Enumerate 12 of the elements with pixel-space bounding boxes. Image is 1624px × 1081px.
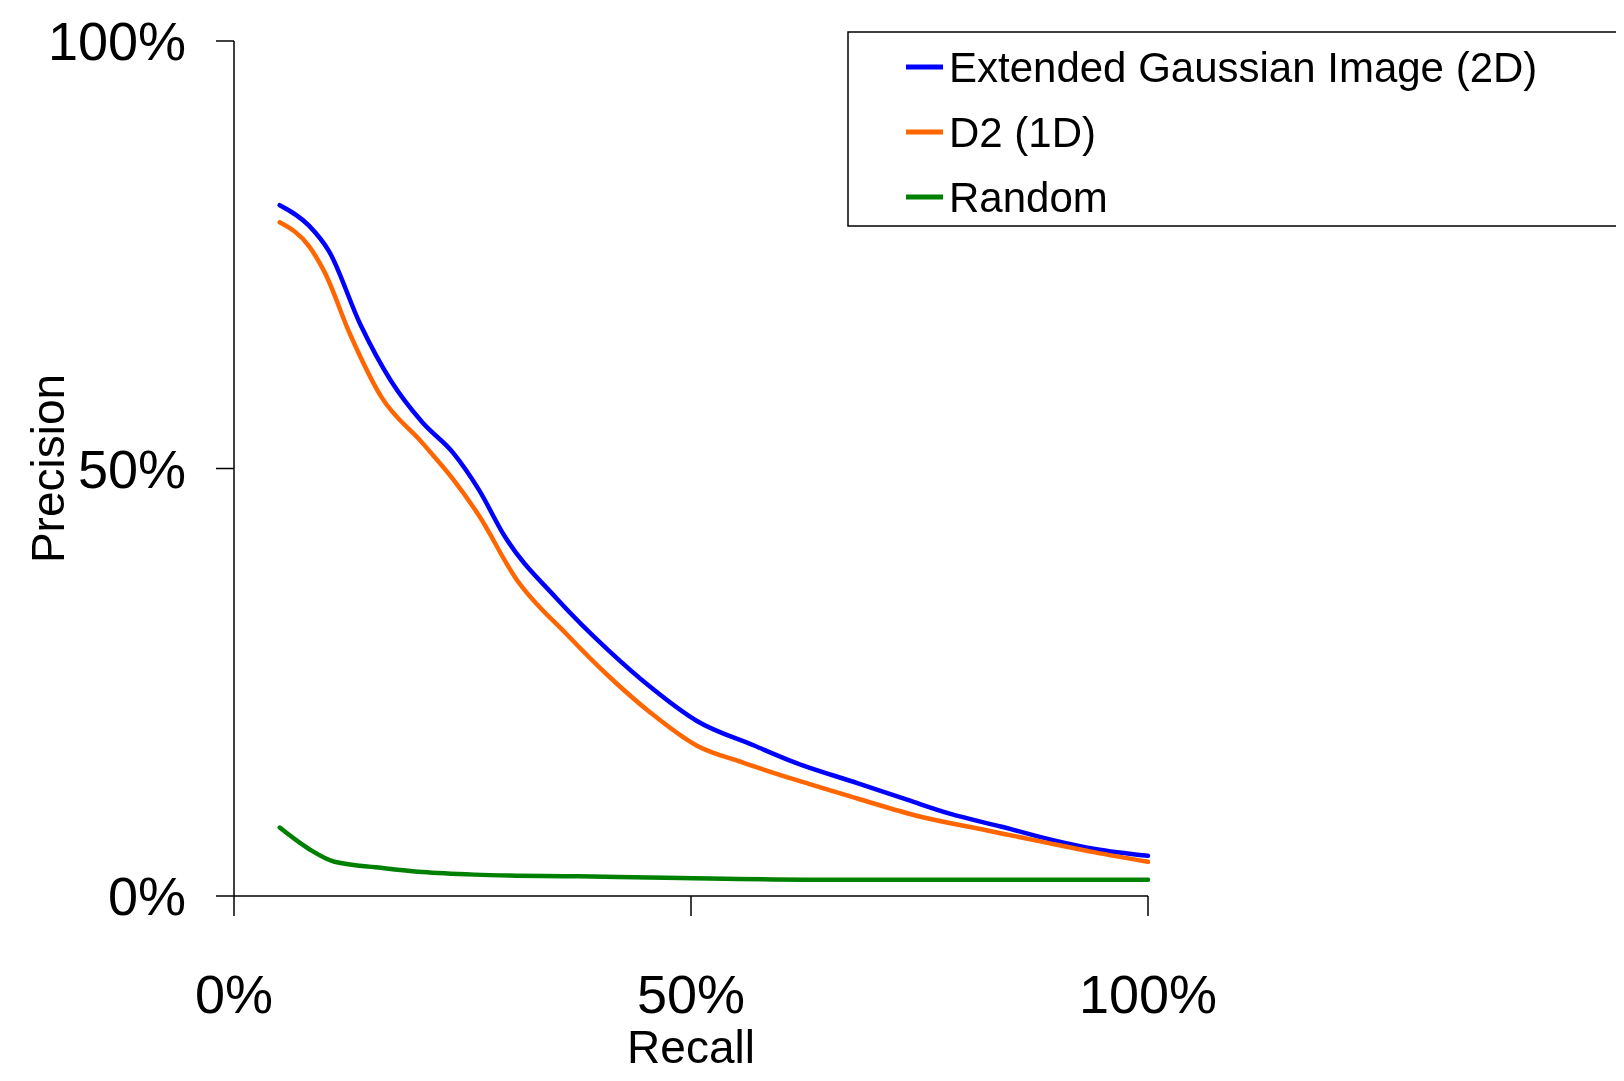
y-tick-label: 0% bbox=[107, 866, 186, 927]
x-tick-label: 0% bbox=[194, 964, 274, 1024]
x-axis-title: Recall bbox=[627, 1021, 755, 1073]
y-axis-title: Precision bbox=[22, 373, 74, 564]
x-tick-label: 100% bbox=[1078, 964, 1218, 1024]
legend-label: D2 (1D) bbox=[949, 109, 1097, 157]
y-tick-label: 100% bbox=[47, 11, 186, 72]
legend-label: Extended Gaussian Image (2D) bbox=[949, 44, 1538, 92]
y-tick-label: 50% bbox=[77, 438, 186, 499]
line-series bbox=[277, 825, 1151, 883]
x-tick-label: 50% bbox=[636, 964, 746, 1024]
legend-label: Random bbox=[949, 174, 1108, 222]
